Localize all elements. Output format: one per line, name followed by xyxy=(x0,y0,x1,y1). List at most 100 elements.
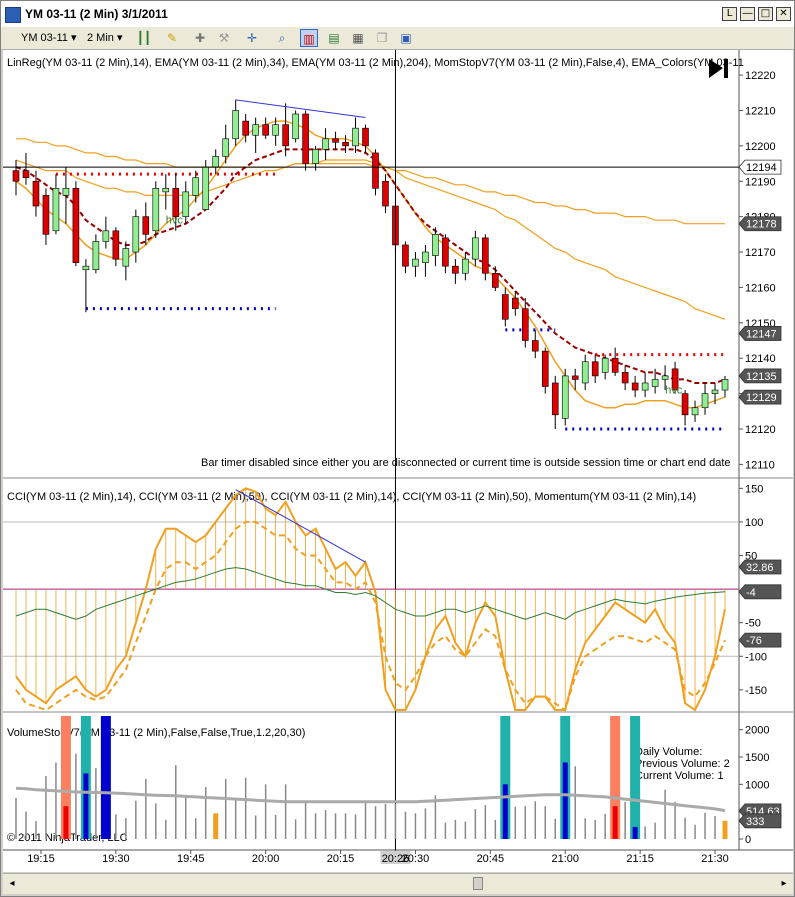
candle-body xyxy=(292,113,299,140)
time-tick-label: 19:45 xyxy=(177,853,205,865)
chart-svg[interactable]: LinReg(YM 03-11 (2 Min),14), EMA(YM 03-1… xyxy=(3,50,793,872)
candle-body xyxy=(641,382,649,391)
time-tick-label: 21:15 xyxy=(626,853,654,865)
candle-body xyxy=(452,265,459,274)
instrument-selector[interactable]: YM 03-11 ▾ xyxy=(21,30,76,46)
play-icon[interactable] xyxy=(709,59,728,78)
strategy-icon[interactable]: ⚒ xyxy=(218,31,230,45)
bar-timer-message: Bar timer disabled since either you are … xyxy=(201,457,731,469)
crosshair-icon[interactable]: ✛ xyxy=(246,31,258,45)
copy-icon[interactable]: ❐ xyxy=(376,31,388,45)
cci-tag-box xyxy=(738,584,782,600)
cci-tick-label: 100 xyxy=(745,517,763,529)
candle-body xyxy=(472,237,479,260)
candle-body xyxy=(701,393,709,409)
candle-body xyxy=(242,120,249,136)
bar-type-icon[interactable]: ┃┃ xyxy=(136,31,152,45)
candle-body xyxy=(512,297,519,309)
scroll-right-icon[interactable]: ▸ xyxy=(781,878,787,889)
minimize-button[interactable]: ― xyxy=(740,7,755,21)
trend-line xyxy=(235,99,366,119)
candle-body xyxy=(521,308,529,341)
time-tick-label: 19:15 xyxy=(27,853,55,865)
candle-body xyxy=(591,361,599,377)
cci-indicator-label: CCI(YM 03-11 (2 Min),14), CCI(YM 03-11 (… xyxy=(7,491,696,503)
candle-body xyxy=(222,138,229,157)
price-tick-label: 12120 xyxy=(745,424,776,436)
price-tick-label: 12110 xyxy=(745,459,775,471)
candle-body xyxy=(581,361,589,384)
maximize-button[interactable]: □ xyxy=(758,7,773,21)
interval-selector[interactable]: 2 Min ▾ xyxy=(87,30,123,46)
chart-icon[interactable]: ▦ xyxy=(352,31,364,45)
scroll-left-icon[interactable]: ◂ xyxy=(9,878,15,889)
candle-body xyxy=(52,188,60,232)
chart-trader-icon[interactable]: ▥ xyxy=(300,29,318,47)
time-tick-label: 20:00 xyxy=(252,853,280,865)
cci-tag-label: -4 xyxy=(746,587,756,599)
time-tick-label: 21:30 xyxy=(701,853,729,865)
time-tick-label: 20:30 xyxy=(402,853,430,865)
candle-body xyxy=(412,258,419,267)
volume-highlight-bar xyxy=(630,716,641,839)
title-bar[interactable]: YM 03-11 (2 Min) 3/1/2011 L ― □ ✕ xyxy=(1,1,794,28)
candle-body xyxy=(162,188,170,193)
volume-signal-bar xyxy=(63,806,69,839)
candle-body xyxy=(352,127,359,147)
cci-tag-box xyxy=(738,559,782,575)
volume-bar xyxy=(722,820,728,839)
cci-tick-label: 50 xyxy=(745,551,757,563)
zoom-icon[interactable]: ⌕ xyxy=(278,31,286,45)
candle-body xyxy=(62,188,70,196)
candle-body xyxy=(382,180,389,207)
price-tag-box xyxy=(738,159,782,175)
properties-icon[interactable]: ▣ xyxy=(400,31,412,45)
add-indicator-icon[interactable]: ✚ xyxy=(194,31,206,45)
candle-body xyxy=(12,170,20,182)
candle-body xyxy=(202,166,210,210)
cci-50-line xyxy=(15,520,726,712)
candle-body xyxy=(152,188,160,232)
link-button[interactable]: L xyxy=(722,7,737,21)
candle-body xyxy=(232,110,239,140)
candle-body xyxy=(142,216,150,235)
chevron-down-icon: ▾ xyxy=(70,32,77,44)
candle-body xyxy=(342,142,349,147)
candle-body xyxy=(541,350,549,387)
axes: 1211012120121301214012150121601217012180… xyxy=(27,70,782,865)
chevron-down-icon: ▾ xyxy=(116,32,123,44)
cci-tick-label: -50 xyxy=(745,618,761,630)
chart-app-icon xyxy=(5,7,21,23)
volume-bar xyxy=(213,813,219,839)
volume-tick-label: 0 xyxy=(745,834,751,846)
horizontal-scrollbar[interactable]: ◂ ▸ xyxy=(3,873,793,894)
candle-body xyxy=(122,248,130,267)
candle-body xyxy=(322,138,329,150)
close-button[interactable]: ✕ xyxy=(776,7,791,21)
price-tick-label: 12160 xyxy=(745,282,776,294)
candle-body xyxy=(72,188,80,263)
price-tag-box xyxy=(738,326,782,341)
cci-tick-label: 150 xyxy=(745,483,763,495)
interval-label: 2 Min xyxy=(87,32,114,44)
time-tick-label: 20:26 xyxy=(382,853,410,865)
scroll-thumb[interactable] xyxy=(473,877,483,890)
volume-tick-label: 1000 xyxy=(745,779,769,791)
volume-highlight-bar xyxy=(60,716,71,839)
candle-body xyxy=(312,149,319,164)
price-tag-box xyxy=(738,216,782,232)
candle-body xyxy=(372,152,379,189)
candle-body xyxy=(172,188,180,217)
candle-body xyxy=(362,127,369,147)
chart-area[interactable]: LinReg(YM 03-11 (2 Min),14), EMA(YM 03-1… xyxy=(3,50,793,872)
volume-tag-box xyxy=(738,813,782,829)
candle-body xyxy=(82,265,90,271)
price-tag-box xyxy=(738,389,782,405)
pencil-icon[interactable]: ✎ xyxy=(166,31,178,45)
time-tick-label: 19:30 xyxy=(102,853,130,865)
price-tag-label: 12178 xyxy=(746,219,777,231)
volume-signal-bar xyxy=(612,806,618,839)
volume-panel xyxy=(15,716,728,839)
data-box-icon[interactable]: ▤ xyxy=(328,31,340,45)
candle-body xyxy=(551,382,559,416)
